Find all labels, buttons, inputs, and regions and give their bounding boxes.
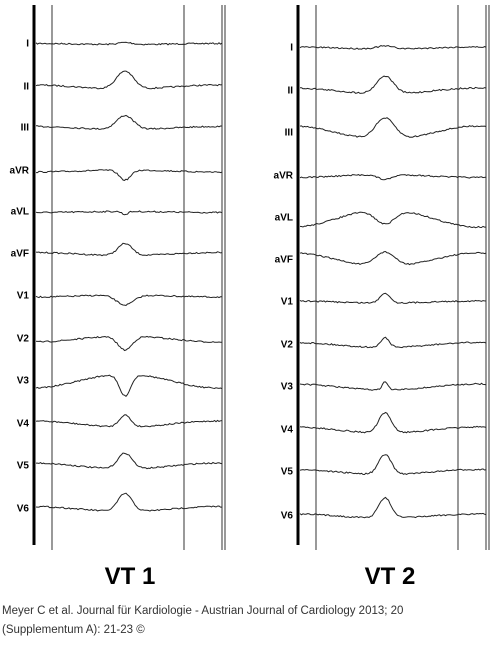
ecg-trace <box>35 41 223 46</box>
ecg-trace <box>299 117 487 138</box>
panel-title: VT 1 <box>105 563 156 590</box>
ecg-trace <box>36 452 223 470</box>
lead-label: II <box>287 86 293 97</box>
ecg-trace <box>36 114 222 130</box>
lead-label: V5 <box>281 467 294 478</box>
lead-label: V1 <box>17 291 30 302</box>
lead-label: V2 <box>281 340 294 351</box>
ecg-trace <box>35 70 223 90</box>
lead-label: aVF <box>11 249 29 260</box>
ecg-trace <box>35 492 222 512</box>
lead-label: aVR <box>10 166 30 177</box>
lead-label: V4 <box>17 419 30 430</box>
lead-label: III <box>21 123 30 134</box>
panel-title: VT 2 <box>365 563 416 590</box>
panel-frame <box>32 5 490 550</box>
lead-label: aVR <box>274 171 294 182</box>
ecg-trace <box>35 210 223 216</box>
ecg-trace <box>35 335 223 352</box>
ecg-trace <box>35 242 223 257</box>
caption: (Supplementum A): 21-23 © <box>2 624 145 636</box>
lead-label: V5 <box>17 461 30 472</box>
lead-label: V1 <box>281 297 294 308</box>
ecg-trace <box>299 75 487 94</box>
lead-label: aVL <box>11 207 29 218</box>
ecg-trace <box>35 374 223 397</box>
lead-label: V6 <box>281 511 294 522</box>
ecg-trace <box>35 414 223 428</box>
lead-label: V4 <box>281 425 294 436</box>
lead-label: V3 <box>17 376 30 387</box>
ecg-trace <box>299 211 486 229</box>
ecg-trace <box>36 169 223 181</box>
caption: Meyer C et al. Journal für Kardiologie -… <box>2 605 403 617</box>
ecg-trace <box>299 174 487 181</box>
ecg-trace <box>299 45 487 50</box>
lead-label: V6 <box>17 504 30 515</box>
lead-label: I <box>290 43 293 54</box>
ecg-trace <box>35 294 222 307</box>
ecg-trace <box>299 250 487 266</box>
lead-label: aVF <box>275 255 293 266</box>
lead-label: I <box>26 39 29 50</box>
ecg-trace <box>299 381 487 391</box>
ecg-trace <box>299 336 487 349</box>
lead-label: II <box>23 82 29 93</box>
lead-label: aVL <box>275 213 293 224</box>
ecg-trace <box>299 292 487 304</box>
ecg-trace <box>299 496 487 519</box>
lead-label: III <box>285 128 294 139</box>
lead-label: V2 <box>17 334 30 345</box>
lead-label: V3 <box>281 382 294 393</box>
ecg-trace <box>299 454 487 476</box>
ecg-trace <box>299 411 487 434</box>
